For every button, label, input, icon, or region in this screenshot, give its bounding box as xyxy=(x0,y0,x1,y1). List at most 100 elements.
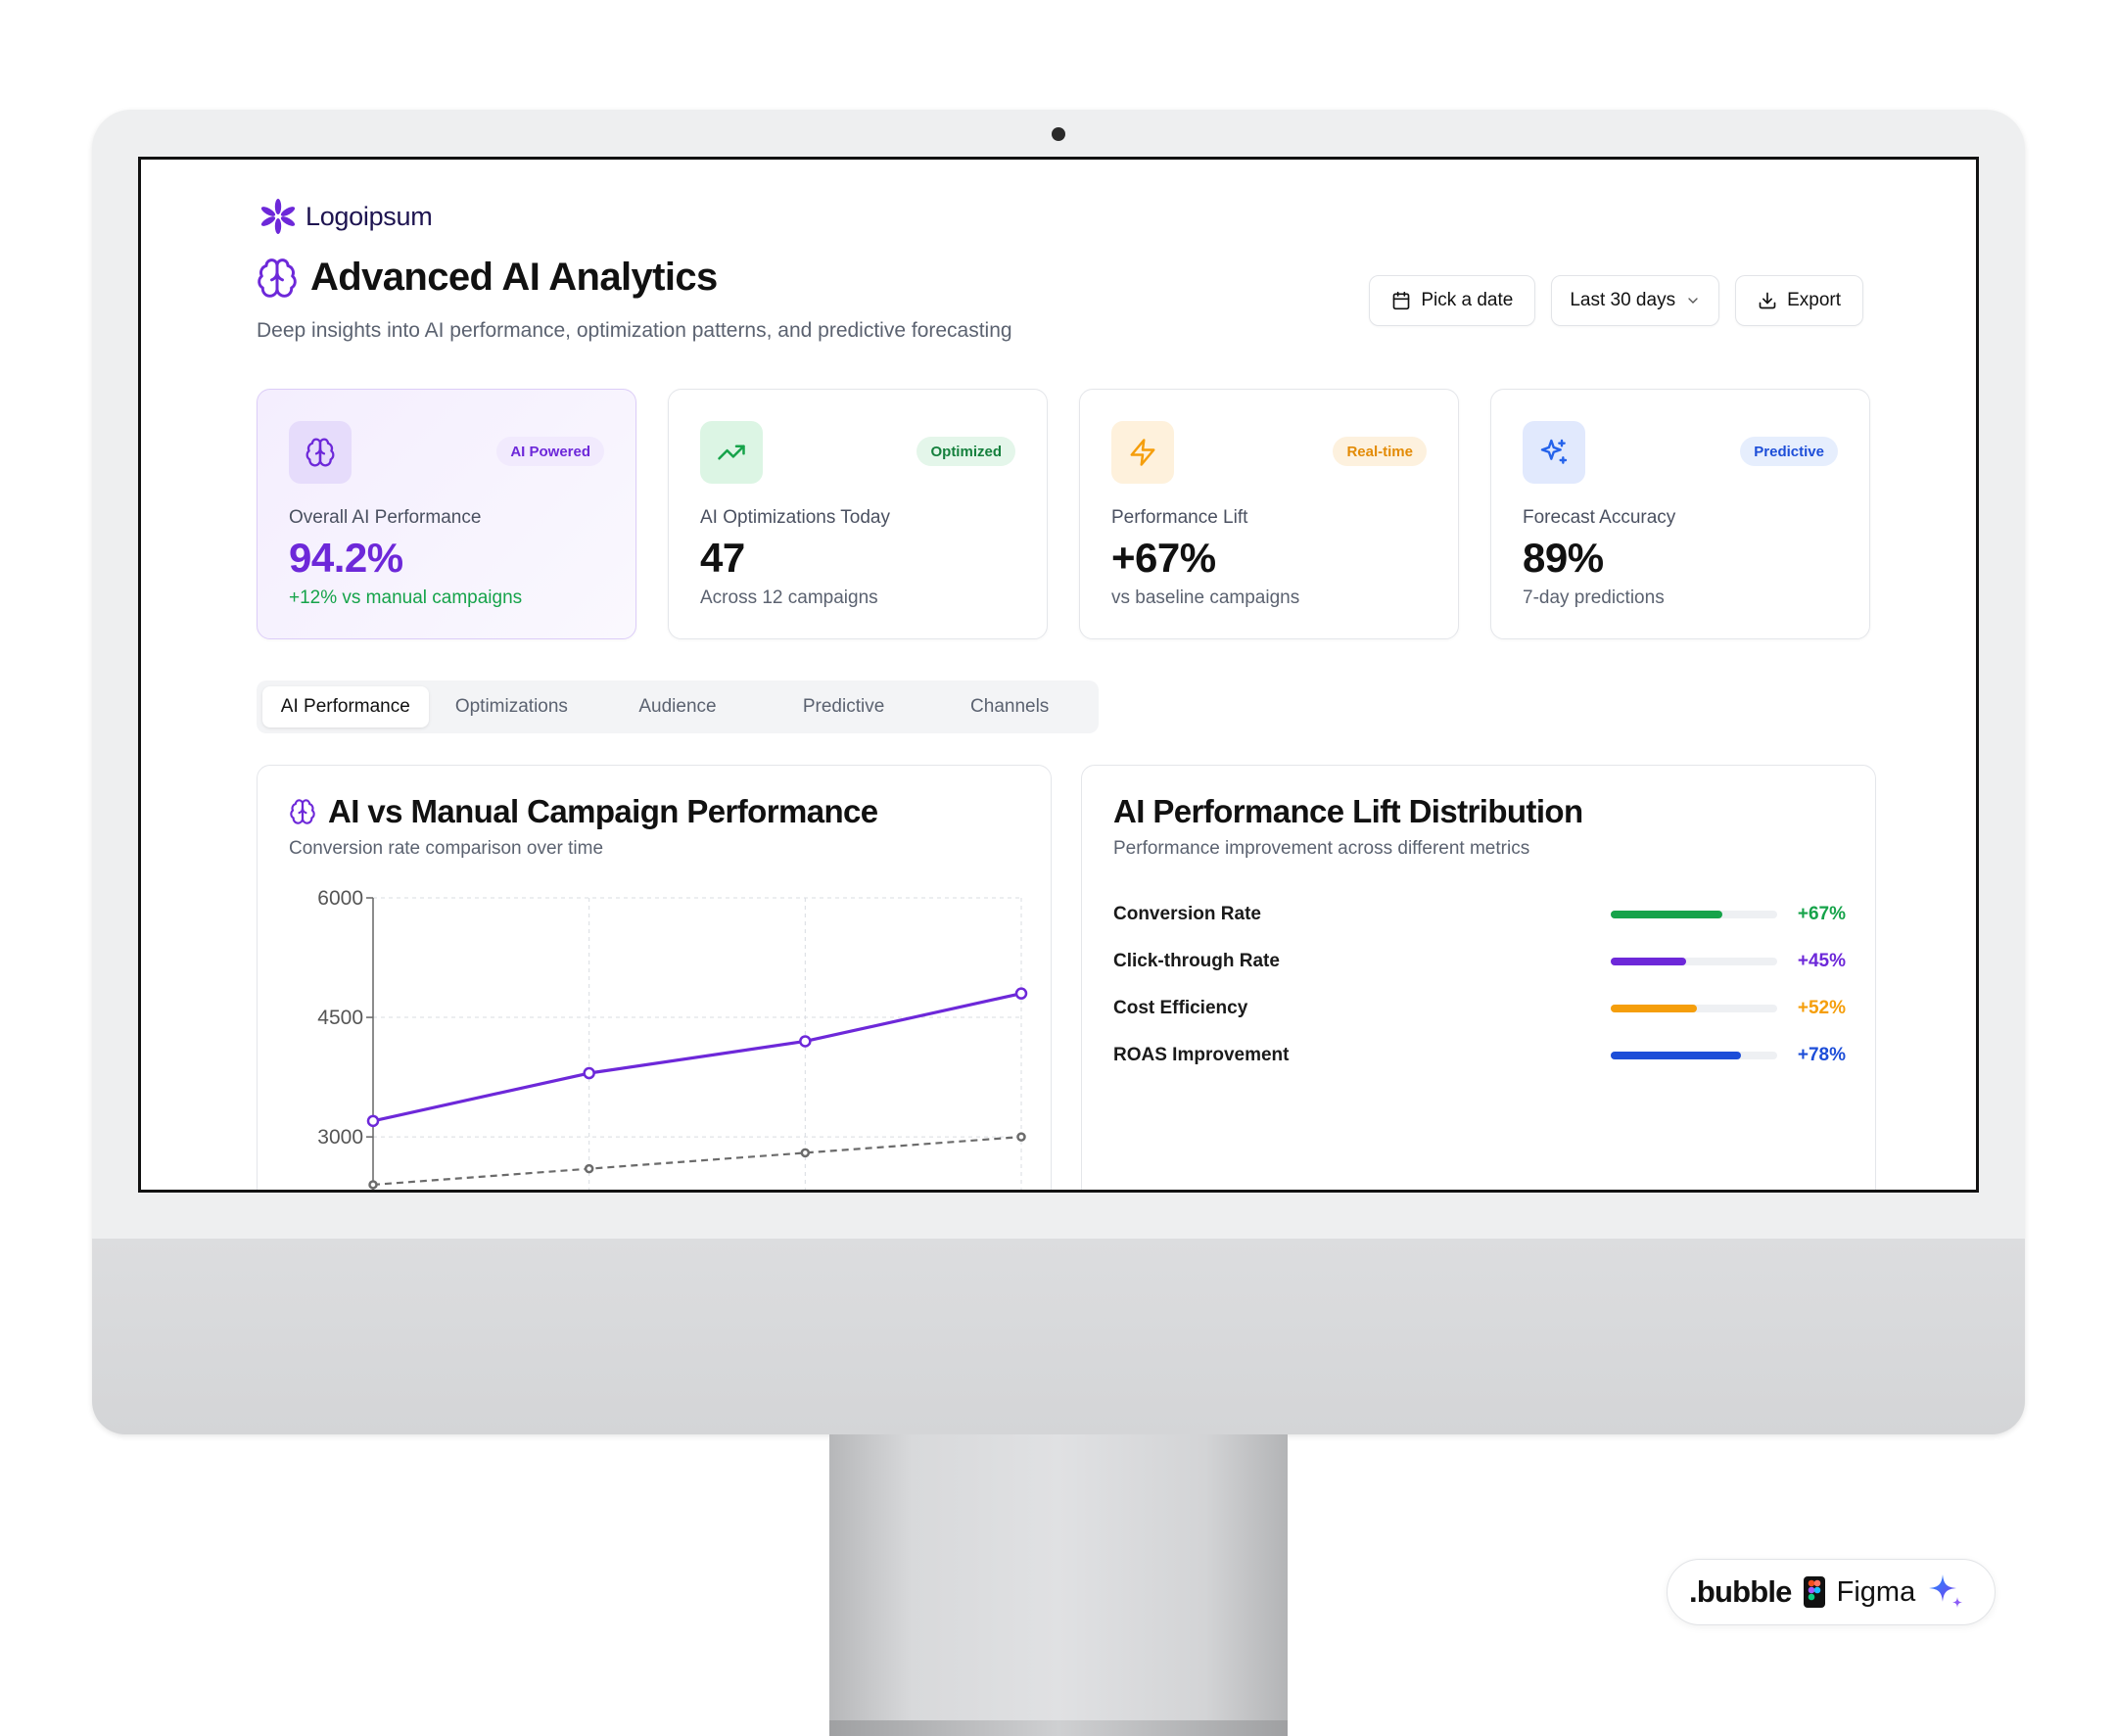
brain-icon xyxy=(258,258,297,298)
lift-distribution-panel: AI Performance Lift Distribution Perform… xyxy=(1081,765,1876,1190)
metric-progress-track xyxy=(1611,911,1777,918)
tab-optimizations[interactable]: Optimizations xyxy=(454,696,568,717)
status-badge: Predictive xyxy=(1740,437,1838,466)
monitor-chin xyxy=(92,1239,2025,1434)
date-range-label: Last 30 days xyxy=(1570,290,1676,310)
metric-value: +52% xyxy=(1797,998,1846,1018)
zap-icon xyxy=(1130,439,1155,466)
card-subtext: vs baseline campaigns xyxy=(1111,587,1300,608)
metric-label: Conversion Rate xyxy=(1113,904,1261,924)
tab-predictive[interactable]: Predictive xyxy=(802,696,885,717)
data-point xyxy=(366,1114,380,1128)
metric-row: Click-through Rate +45% xyxy=(1113,938,1846,985)
data-point xyxy=(583,1066,595,1080)
page-subtitle: Deep insights into AI performance, optim… xyxy=(257,319,1012,342)
ai-vs-manual-panel: 1500300045006000 AI vs Manual Campaign P… xyxy=(257,765,1052,1190)
tools-badge: .bubble Figma xyxy=(1667,1559,1996,1625)
metric-progress-fill xyxy=(1611,911,1722,918)
data-point xyxy=(799,1035,812,1048)
figma-label: Figma xyxy=(1836,1575,1916,1608)
camera-dot xyxy=(1052,127,1065,141)
y-tick-label: 6000 xyxy=(317,887,363,910)
trending-up-icon xyxy=(718,445,745,460)
card-icon-box xyxy=(700,421,763,484)
download-icon xyxy=(1759,292,1776,309)
metric-label: ROAS Improvement xyxy=(1113,1045,1290,1065)
card-label: Overall AI Performance xyxy=(289,507,482,528)
card-subtext: +12% vs manual campaigns xyxy=(289,587,523,608)
ai-sparkle-icon xyxy=(1929,1574,1963,1608)
logo-mark-icon xyxy=(260,199,296,234)
metric-value: +67% xyxy=(1797,904,1846,924)
pick-date-label: Pick a date xyxy=(1421,290,1514,310)
card-icon-box xyxy=(289,421,352,484)
tab-audience[interactable]: Audience xyxy=(638,696,717,717)
data-point xyxy=(368,1180,378,1190)
metric-row: Cost Efficiency +52% xyxy=(1113,985,1846,1032)
data-point xyxy=(1014,987,1028,1000)
logo[interactable]: Logoipsum xyxy=(258,199,433,234)
panel-subtitle: Conversion rate comparison over time xyxy=(289,838,604,859)
metric-row: Conversion Rate +67% xyxy=(1113,891,1846,938)
metric-list: Conversion Rate +67% Click-through Rate +45… xyxy=(1113,891,1846,1079)
metric-progress-fill xyxy=(1611,958,1686,965)
line-chart: 1500300045006000 xyxy=(317,887,1028,1190)
card-subtext: 7-day predictions xyxy=(1523,587,1665,608)
panel-title: AI vs Manual Campaign Performance xyxy=(289,793,878,830)
date-range-select[interactable]: Last 30 days xyxy=(1551,275,1720,326)
series-line-0 xyxy=(372,992,1022,1123)
status-badge: Optimized xyxy=(916,437,1015,466)
brain-icon xyxy=(290,799,315,824)
metric-progress-track xyxy=(1611,1005,1777,1012)
chevron-down-icon xyxy=(1688,298,1698,304)
metric-row: ROAS Improvement +78% xyxy=(1113,1032,1846,1079)
status-badge: AI Powered xyxy=(496,437,604,466)
stat-card-performance-lift[interactable]: Real-time Performance Lift +67% vs basel… xyxy=(1079,389,1459,639)
metric-value: +45% xyxy=(1797,951,1846,971)
export-label: Export xyxy=(1787,290,1841,310)
data-point xyxy=(800,1148,811,1158)
sparkles-icon xyxy=(1540,439,1568,464)
y-tick-label: 3000 xyxy=(317,1126,363,1149)
card-value: +67% xyxy=(1111,535,1216,581)
bubble-logo: .bubble xyxy=(1689,1574,1792,1609)
logo-text: Logoipsum xyxy=(306,201,433,231)
card-label: AI Optimizations Today xyxy=(700,507,890,528)
series-line-1 xyxy=(372,1136,1022,1187)
panel-subtitle: Performance improvement across different… xyxy=(1113,838,1530,859)
export-button[interactable]: Export xyxy=(1735,275,1863,326)
metric-label: Cost Efficiency xyxy=(1113,998,1248,1018)
metric-progress-track xyxy=(1611,958,1777,965)
y-tick-label: 4500 xyxy=(317,1007,363,1029)
metric-progress-track xyxy=(1611,1052,1777,1059)
header-actions: Pick a date Last 30 days Export xyxy=(1369,275,1863,326)
monitor-stand xyxy=(829,1434,1288,1736)
card-icon-box xyxy=(1111,421,1174,484)
tab-channels[interactable]: Channels xyxy=(970,696,1050,717)
tab-ai-performance[interactable]: AI Performance xyxy=(262,686,429,727)
pick-date-button[interactable]: Pick a date xyxy=(1369,275,1536,326)
card-value: 89% xyxy=(1523,535,1604,581)
card-label: Forecast Accuracy xyxy=(1523,507,1676,528)
data-point xyxy=(584,1163,594,1174)
figma-icon xyxy=(1803,1576,1825,1608)
metric-progress-fill xyxy=(1611,1005,1698,1012)
card-label: Performance Lift xyxy=(1111,507,1248,528)
stat-card-ai-performance[interactable]: AI Powered Overall AI Performance 94.2% … xyxy=(257,389,636,639)
page-title-row: Advanced AI Analytics xyxy=(256,256,718,300)
page-title: Advanced AI Analytics xyxy=(310,256,718,299)
panel-title-text: AI vs Manual Campaign Performance xyxy=(328,793,878,829)
card-value: 47 xyxy=(700,535,745,581)
card-subtext: Across 12 campaigns xyxy=(700,587,878,608)
stat-card-forecast-accuracy[interactable]: Predictive Forecast Accuracy 89% 7-day p… xyxy=(1490,389,1870,639)
metric-label: Click-through Rate xyxy=(1113,951,1280,971)
data-point xyxy=(1016,1132,1026,1142)
stat-card-optimizations[interactable]: Optimized AI Optimizations Today 47 Acro… xyxy=(668,389,1048,639)
metric-progress-fill xyxy=(1611,1052,1741,1059)
stat-cards: AI Powered Overall AI Performance 94.2% … xyxy=(257,389,1870,639)
metric-value: +78% xyxy=(1797,1045,1846,1065)
card-icon-box xyxy=(1523,421,1585,484)
calendar-icon xyxy=(1392,291,1410,310)
tab-bar: AI Performance Optimizations Audience Pr… xyxy=(257,680,1099,733)
status-badge: Real-time xyxy=(1333,437,1427,466)
